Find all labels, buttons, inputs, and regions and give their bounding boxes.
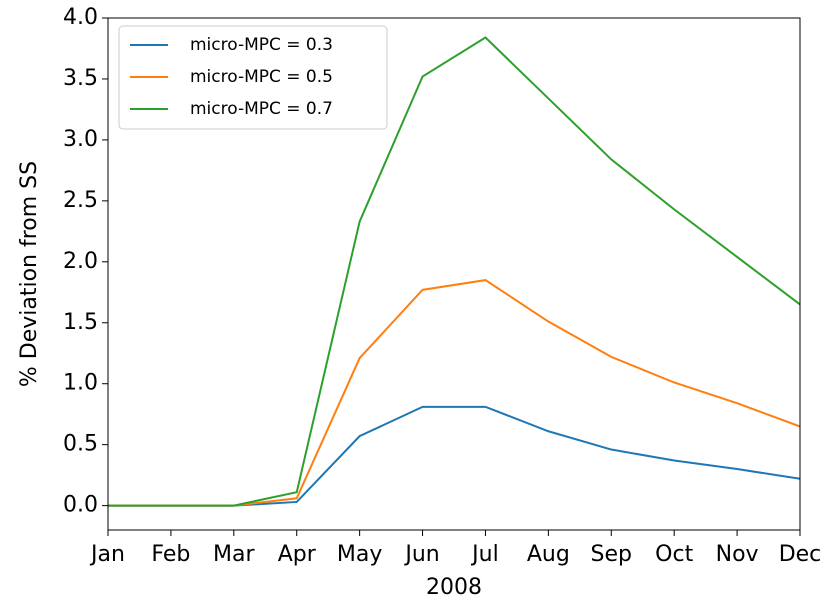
y-axis-label: % Deviation from SS: [17, 161, 42, 387]
x-tick-label: Mar: [213, 542, 255, 567]
legend-label: micro-MPC = 0.3: [190, 35, 333, 55]
y-tick-label: 2.5: [63, 188, 98, 213]
x-tick-label: Jul: [470, 542, 499, 567]
x-tick-label: Nov: [716, 542, 759, 567]
plot-frame: [107, 17, 801, 531]
line-series: [108, 279, 801, 507]
y-tick-label: 3.0: [63, 127, 98, 152]
x-tick-label: Apr: [278, 542, 317, 567]
x-tick-label: Aug: [527, 542, 570, 567]
legend-label: micro-MPC = 0.5: [190, 67, 333, 87]
y-tick-label: 1.5: [63, 310, 98, 335]
line-series: [108, 36, 801, 507]
x-axis-label: 2008: [426, 575, 482, 600]
x-tick-label: Feb: [151, 542, 190, 567]
x-tick-label: Jan: [89, 542, 125, 567]
y-tick-label: 4.0: [63, 5, 98, 30]
y-tick-label: 0.0: [63, 493, 98, 518]
x-tick-label: May: [337, 542, 382, 567]
x-tick-label: Dec: [779, 542, 822, 567]
y-tick-label: 3.5: [63, 66, 98, 91]
legend-label: micro-MPC = 0.7: [190, 99, 333, 119]
y-tick-label: 0.5: [63, 432, 98, 457]
x-tick-label: Jun: [403, 542, 439, 567]
legend-box: [118, 25, 388, 130]
x-tick-label: Oct: [655, 542, 693, 567]
x-tick-label: Sep: [591, 542, 632, 567]
y-tick-label: 1.0: [63, 371, 98, 396]
y-tick-label: 2.0: [63, 249, 98, 274]
line-series: [108, 405, 801, 507]
